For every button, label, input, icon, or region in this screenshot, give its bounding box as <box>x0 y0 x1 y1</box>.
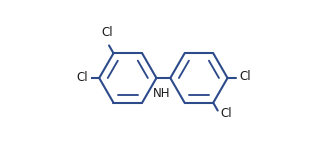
Text: Cl: Cl <box>239 70 251 83</box>
Text: NH: NH <box>153 87 171 100</box>
Text: Cl: Cl <box>102 26 113 39</box>
Text: Cl: Cl <box>220 107 232 120</box>
Text: Cl: Cl <box>76 71 88 85</box>
